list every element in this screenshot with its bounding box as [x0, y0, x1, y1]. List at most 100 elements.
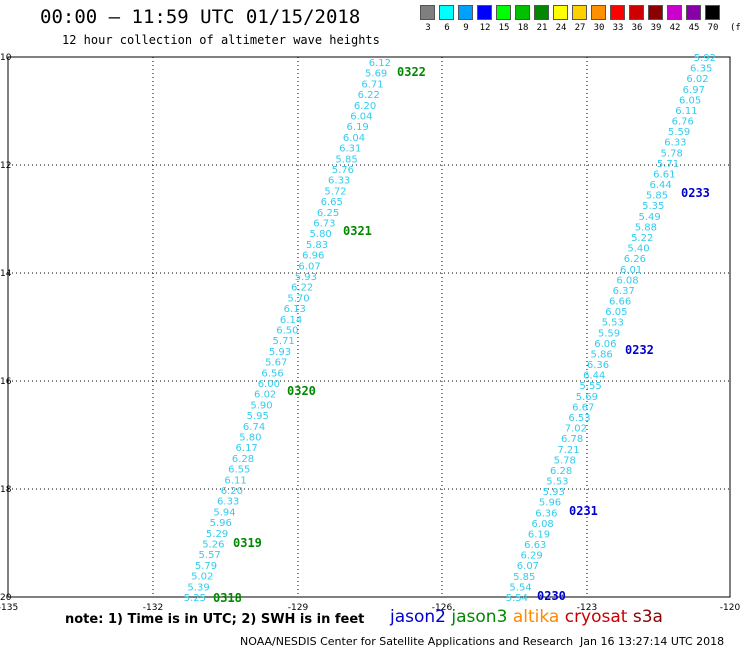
- legend-label: 70: [707, 23, 719, 33]
- wave-height-value: 6.08: [532, 519, 554, 530]
- wave-height-value: 5.67: [265, 358, 287, 369]
- wave-height-value: 6.74: [243, 422, 265, 433]
- legend-label: 24: [555, 23, 567, 33]
- wave-height-value: 5.78: [661, 148, 683, 159]
- wave-height-value: 6.08: [616, 275, 638, 286]
- lon-tick-label: -135: [0, 603, 18, 613]
- satellite-name: jason2: [390, 607, 452, 627]
- wave-height-value: 5.70: [287, 293, 309, 304]
- wave-height-value: 5.93: [543, 487, 565, 498]
- wave-height-value: 5.02: [191, 572, 213, 583]
- lat-tick-label: 10: [0, 53, 12, 63]
- satellite-legend: jason2 jason3 altika cryosat s3a: [390, 607, 668, 627]
- lat-tick-label: 16: [0, 377, 12, 387]
- legend-label: 21: [536, 23, 548, 33]
- legend-label: 45: [688, 23, 700, 33]
- pass-time-label: 0322: [397, 65, 426, 79]
- wave-height-value: 6.05: [679, 95, 701, 106]
- wave-height-value: 5.71: [273, 336, 295, 347]
- legend-swatch: [572, 5, 587, 20]
- map-grid: [7, 56, 731, 598]
- lat-tick-label: 20: [0, 593, 12, 603]
- wave-height-value: 5.49: [638, 212, 660, 223]
- legend-swatch: [705, 5, 720, 20]
- satellite-name: jason3: [451, 607, 513, 627]
- lat-tick-label: 14: [0, 269, 12, 279]
- wave-height-value: 5.80: [239, 433, 261, 444]
- timestamp: Jan 16 13:27:14 UTC 2018: [580, 635, 725, 648]
- credit-text: NOAA/NESDIS Center for Satellite Applica…: [240, 635, 574, 648]
- legend-swatch: [610, 5, 625, 20]
- wave-height-value: 6.37: [613, 286, 635, 297]
- pass-time-label: 0321: [343, 224, 372, 238]
- wave-height-value: 6.76: [672, 117, 694, 128]
- legend-label: 36: [631, 23, 643, 33]
- wave-height-value: 5.29: [206, 529, 228, 540]
- wave-height-value: 6.28: [550, 466, 572, 477]
- wave-height-value: 6.31: [339, 144, 361, 155]
- pass-time-label: 0320: [287, 384, 316, 398]
- plot-frame: [7, 56, 731, 598]
- wave-height-value: 5.83: [306, 240, 328, 251]
- page-title: 00:00 – 11:59 UTC 01/15/2018: [40, 6, 361, 28]
- wave-height-value: 5.95: [247, 411, 269, 422]
- legend-swatch: [477, 5, 492, 20]
- wave-height-value: 5.26: [202, 540, 224, 551]
- wave-height-value: 6.11: [675, 106, 697, 117]
- wave-height-value: 5.59: [598, 328, 620, 339]
- satellite-tracks: 6.125.696.716.226.206.046.196.046.315.85…: [184, 53, 716, 604]
- legend-swatch: [496, 5, 511, 20]
- wave-height-value: 6.20: [221, 486, 243, 497]
- wave-height-value: 6.50: [276, 326, 298, 337]
- wave-height-value: 5.90: [250, 400, 272, 411]
- footer-note: note: 1) Time is in UTC; 2) SWH is in fe…: [65, 612, 365, 627]
- legend-unit: (ft): [730, 23, 740, 33]
- wave-height-value: 5.86: [591, 349, 613, 360]
- wave-height-value: 6.78: [561, 434, 583, 445]
- wave-height-value: 5.96: [210, 518, 232, 529]
- legend-label: 33: [612, 23, 624, 33]
- wave-height-value: 6.33: [328, 176, 350, 187]
- wave-height-value: 6.07: [517, 561, 539, 572]
- page-subtitle: 12 hour collection of altimeter wave hei…: [62, 33, 380, 47]
- satellite-name: s3a: [632, 607, 669, 627]
- wave-height-value: 6.25: [317, 208, 339, 219]
- wave-height-value: 5.85: [513, 572, 535, 583]
- pass-time-label: 0319: [233, 536, 262, 550]
- lon-tick-label: -126: [432, 603, 453, 613]
- wave-height-value: 6.29: [520, 551, 542, 562]
- wave-height-value: 7.21: [557, 445, 579, 456]
- lon-tick-label: -132: [143, 603, 163, 613]
- wave-height-value: 6.14: [280, 315, 302, 326]
- legend-label: 30: [593, 23, 605, 33]
- legend-label: 27: [574, 23, 586, 33]
- wave-height-value: 5.93: [269, 347, 291, 358]
- wave-height-value: 6.36: [535, 508, 557, 519]
- wave-height-value: 5.85: [646, 191, 668, 202]
- wave-height-value: 5.93: [295, 272, 317, 283]
- legend-swatch: [667, 5, 682, 20]
- wave-height-value: 5.25: [184, 593, 206, 604]
- legend-label: 18: [517, 23, 529, 33]
- wave-height-value: 5.35: [642, 201, 664, 212]
- legend-label: 9: [463, 23, 469, 33]
- legend-label: 6: [444, 23, 450, 33]
- wave-height-value: 5.96: [539, 498, 561, 509]
- legend-swatch: [515, 5, 530, 20]
- wave-height-value: 6.20: [354, 101, 376, 112]
- satellite-name: altika: [512, 607, 565, 627]
- wave-height-value: 5.54: [506, 593, 528, 604]
- wave-height-value: 6.04: [350, 112, 372, 123]
- wave-height-value: 5.53: [602, 318, 624, 329]
- wave-height-value: 5.22: [631, 233, 653, 244]
- wave-height-value: 5.71: [657, 159, 679, 170]
- wave-height-value: 6.66: [609, 297, 631, 308]
- wave-height-value: 5.94: [213, 507, 235, 518]
- legend-label: 15: [498, 23, 510, 33]
- time-labels: 0322 0321 0320 0319 0318 0233 0232 0231 0230: [213, 65, 710, 605]
- wave-height-value: 5.80: [310, 229, 332, 240]
- wave-height-value: 5.59: [668, 127, 690, 138]
- wave-height-value: 5.88: [635, 222, 657, 233]
- wave-height-value: 6.17: [236, 443, 258, 454]
- lon-tick-label: -129: [288, 603, 309, 613]
